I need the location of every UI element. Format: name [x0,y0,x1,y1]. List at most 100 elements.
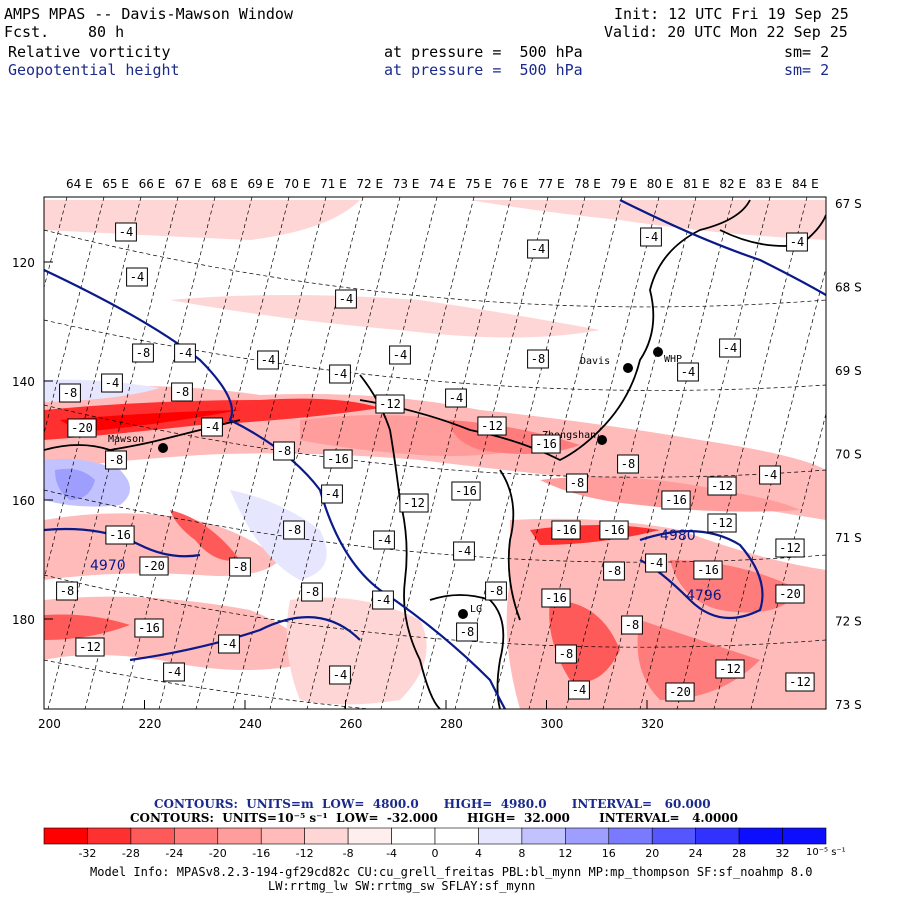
station-dot-davis[interactable] [623,363,633,373]
vorticity-label-box [527,349,549,369]
vorticity-label: -8 [621,457,635,471]
vorticity-label-box [775,538,805,558]
station-markers [158,347,663,619]
colorbar-label: -24 [165,847,183,860]
colorbar-label: -8 [343,847,354,860]
field2-smoothing: sm= 2 [784,61,830,79]
vorticity-label: -16 [109,528,131,542]
vorticity-label: -12 [789,675,811,689]
lon-label: 78 E [574,177,601,191]
vorticity-label: -20 [669,685,691,699]
colorbar-swatch [738,827,783,845]
vorticity-label-box [453,541,475,561]
vorticity-label: -12 [379,397,401,411]
colorbar-swatch [651,827,696,845]
map-field [44,197,826,709]
vorticity-label: -4 [649,556,663,570]
station-dot-mawson[interactable] [158,443,168,453]
vorticity-label: -16 [697,563,719,577]
vorticity-label: -4 [644,230,658,244]
vorticity-label-box [715,659,745,679]
vorticity-label: -4 [167,665,181,679]
lat-label: 69 S [835,364,862,378]
vorticity-label-box [645,553,667,573]
vorticity-label-box [531,434,561,454]
vorticity-label: -16 [555,523,577,537]
vorticity-label: -8 [60,584,74,598]
vorticity-label-box [555,644,577,664]
colorbar-label: 24 [689,847,703,860]
colorbar-label: 0 [432,847,439,860]
vorticity-label-box [599,520,629,540]
vorticity-label-box [451,481,481,501]
station-label-whp: WHP [664,354,682,365]
field1-name: Relative vorticity [8,43,171,61]
vorticity-label: -12 [711,516,733,530]
vorticity-label-box [301,582,323,602]
colorbar-label: 28 [732,847,746,860]
vorticity-label-box [551,520,581,540]
vorticity-label-box [785,672,815,692]
x-tick-label: 200 [38,717,61,731]
vorticity-label-box [174,343,196,363]
vorticity-label-box [372,590,394,610]
vorticity-label: -12 [719,662,741,676]
field2-name: Geopotential height [8,61,180,79]
colorbar-swatch [478,827,523,845]
vorticity-label-box [75,637,105,657]
vorticity-label: -4 [333,668,347,682]
lon-label: 67 E [175,177,202,191]
lon-label: 72 E [356,177,383,191]
colorbar-swatch [217,827,262,845]
colorbar-label: 8 [518,847,525,860]
lon-label: 79 E [611,177,638,191]
colorbar: -32 -28 -24 -20 -16 -12 -8 -4 0 4 8 12 16 20 24 28 32 10⁻… [43,827,846,860]
vorticity-label: -12 [79,640,101,654]
station-dot-lg[interactable] [458,609,468,619]
vorticity-label: -16 [327,452,349,466]
vorticity-label-box [527,239,549,259]
lon-label: 80 E [647,177,674,191]
station-label-davis: Davis [580,356,610,367]
vorticity-label-box [445,388,467,408]
vorticity-label-box [218,634,240,654]
lon-label: 77 E [538,177,565,191]
vorticity-label-box [163,662,185,682]
vorticity-label: -8 [233,560,247,574]
graticule [44,229,826,709]
x-tick-label: 280 [440,717,463,731]
station-labels: Davis WHP Zhongshan Mawson LG [108,354,682,615]
vorticity-label: -12 [711,479,733,493]
vorticity-label-box [677,362,699,382]
colorbar-swatch [347,827,392,845]
fcst-label: Fcst. [4,23,50,41]
vorticity-label-box [329,665,351,685]
colorbar-swatch [782,827,827,845]
vorticity-label-box [101,373,123,393]
vorticity-label: -12 [403,496,425,510]
vorticity-label-box [759,465,781,485]
vorticity-label: -4 [178,346,192,360]
vorticity-label-box [335,289,357,309]
vorticity-label: -4 [333,367,347,381]
vorticity-label: -4 [119,225,133,239]
vorticity-label: -16 [545,591,567,605]
colorbar-label: -16 [252,847,270,860]
colorbar-label: -4 [386,847,397,860]
station-dot-zhongshan[interactable] [597,435,607,445]
vorticity-label-box [477,416,507,436]
vorticity-label: -4 [723,341,737,355]
vorticity-label: -4 [763,468,777,482]
station-dot-whp[interactable] [653,347,663,357]
vorticity-label-box [171,382,193,402]
colorbar-swatch [304,827,349,845]
y-tick-label: 180 [12,613,35,627]
lat-label: 68 S [835,281,862,295]
vorticity-label: -4 [205,420,219,434]
vorticity-label-box [273,441,295,461]
vorticity-label: -8 [109,453,123,467]
x-tick-label: 240 [239,717,262,731]
vorticity-label: -4 [325,487,339,501]
vorticity-label: -8 [287,523,301,537]
vorticity-label-box [59,383,81,403]
